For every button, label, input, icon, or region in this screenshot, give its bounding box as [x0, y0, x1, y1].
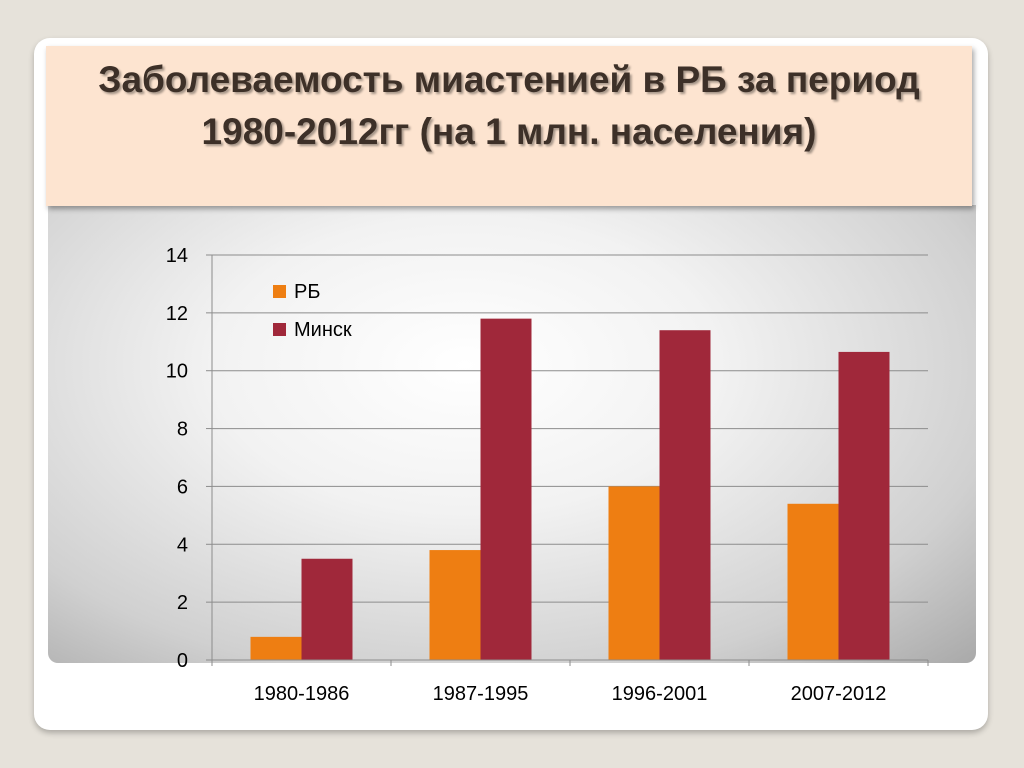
y-tick-label: 14 — [166, 245, 188, 267]
x-tick-label: 1996-2001 — [612, 683, 708, 705]
bar — [429, 550, 481, 660]
bar — [659, 330, 711, 660]
y-tick-label: 12 — [166, 303, 188, 325]
x-tick-label: 1987-1995 — [433, 683, 529, 705]
legend-label: РБ — [294, 281, 320, 303]
legend-swatch — [273, 285, 286, 298]
bar — [838, 351, 890, 660]
legend-swatch — [273, 323, 286, 336]
x-tick-label: 2007-2012 — [791, 683, 887, 705]
bar — [250, 636, 302, 660]
slide-title: Заболеваемость миастенией в РБ за период… — [98, 59, 920, 152]
bar — [608, 486, 660, 660]
legend-label: Минск — [294, 319, 352, 341]
y-tick-label: 8 — [177, 419, 188, 441]
title-band: Заболеваемость миастенией в РБ за период… — [46, 46, 972, 206]
y-tick-label: 10 — [166, 361, 188, 383]
y-tick-label: 4 — [177, 534, 188, 556]
bar — [301, 558, 353, 660]
bar — [787, 503, 839, 660]
x-tick-label: 1980-1986 — [254, 683, 350, 705]
y-tick-label: 0 — [177, 650, 188, 672]
y-tick-label: 6 — [177, 476, 188, 498]
y-tick-label: 2 — [177, 592, 188, 614]
bar — [480, 318, 532, 660]
